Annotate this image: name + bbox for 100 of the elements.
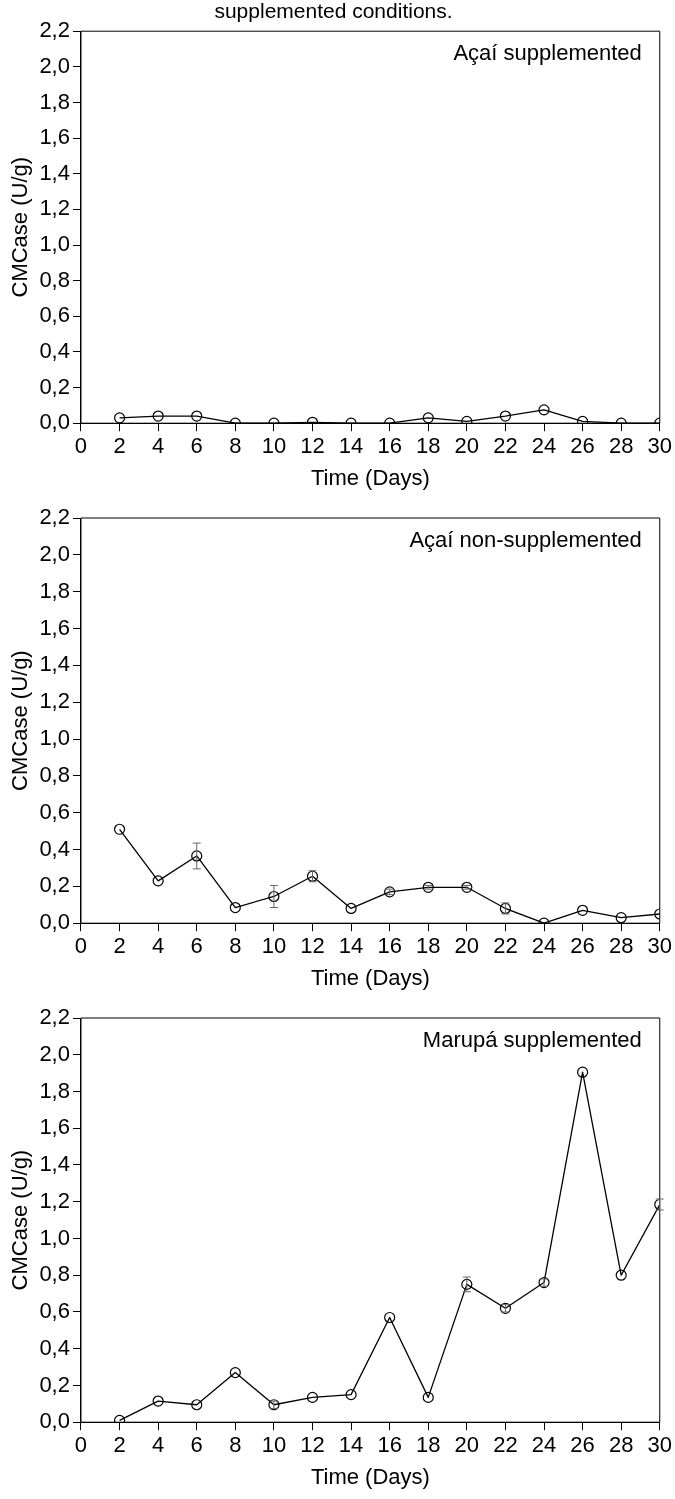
x-tick-label: 14 xyxy=(338,433,364,459)
point xyxy=(306,1391,319,1403)
point xyxy=(615,912,627,924)
y-tick-label: 2,2 xyxy=(39,504,70,530)
y-tick-label: 1,8 xyxy=(39,88,70,114)
x-tick-label: 6 xyxy=(190,433,203,459)
point xyxy=(345,902,357,915)
y-tick-label: 1,4 xyxy=(39,159,70,185)
y-tick-label: 1,6 xyxy=(39,614,70,640)
x-tick-label: 14 xyxy=(338,933,364,959)
x-tick-label: 16 xyxy=(377,433,402,459)
x-tick-label: 0 xyxy=(74,933,88,959)
x-tick-label: 12 xyxy=(300,433,325,459)
x-tick-label: 4 xyxy=(152,933,165,959)
x-axis-title: Time (Days) xyxy=(310,1463,430,1489)
x-tick-label: 6 xyxy=(190,1432,203,1458)
x-tick-label: 10 xyxy=(261,433,287,459)
point xyxy=(191,1399,203,1411)
y-tick-label: 1,4 xyxy=(39,651,70,677)
x-tick-label: 4 xyxy=(152,433,165,459)
y-tick-label: 0,4 xyxy=(39,337,70,363)
y-axis-title: CMCase (U/g) xyxy=(7,650,33,791)
y-axis-title: CMCase (U/g) xyxy=(7,1149,33,1291)
x-tick-label: 24 xyxy=(531,933,557,959)
x-tick-label: 18 xyxy=(416,933,441,959)
annotation: Açaí supplemented xyxy=(453,40,642,66)
point xyxy=(384,1311,396,1324)
y-tick-label: 1,6 xyxy=(39,1114,70,1140)
y-tick-label: 0,8 xyxy=(39,1261,70,1287)
x-tick-label: 28 xyxy=(608,433,634,459)
y-tick-label: 1,4 xyxy=(39,1151,70,1177)
x-tick-label: 2 xyxy=(113,433,126,459)
point xyxy=(345,1389,357,1401)
x-tick-label: 0 xyxy=(74,433,88,459)
y-tick-label: 0,0 xyxy=(39,409,70,435)
x-tick-label: 20 xyxy=(454,433,480,459)
x-tick-label: 2 xyxy=(113,1432,126,1458)
x-tick-label: 20 xyxy=(454,933,480,959)
x-axis-title: Time (Days) xyxy=(310,964,430,990)
x-tick-label: 4 xyxy=(152,1432,165,1458)
point xyxy=(152,875,164,887)
x-tick-label: 0 xyxy=(74,1432,88,1458)
y-tick-label: 0,6 xyxy=(39,1298,70,1324)
x-tick-label: 8 xyxy=(229,1432,242,1458)
annotation: Marupá supplemented xyxy=(422,1027,642,1053)
x-tick-label: 18 xyxy=(416,1432,441,1458)
x-tick-label: 30 xyxy=(647,933,673,959)
point xyxy=(615,1269,627,1281)
y-tick-label: 1,2 xyxy=(39,195,70,221)
point xyxy=(229,901,241,914)
y-tick-label: 1,6 xyxy=(39,124,70,150)
x-tick-label: 24 xyxy=(531,1432,557,1458)
y-tick-label: 0,6 xyxy=(39,798,70,824)
y-tick-label: 0,8 xyxy=(39,266,70,292)
y-tick-label: 0,0 xyxy=(39,909,70,935)
y-tick-label: 1,8 xyxy=(39,577,70,603)
x-tick-label: 22 xyxy=(493,433,518,459)
x-tick-label: 8 xyxy=(229,433,242,459)
x-tick-label: 8 xyxy=(229,933,242,959)
annotation: Açaí non-supplemented xyxy=(409,527,642,553)
x-tick-label: 26 xyxy=(570,1432,595,1458)
x-tick-label: 10 xyxy=(261,1432,287,1458)
point xyxy=(113,823,126,835)
y-tick-label: 2,2 xyxy=(39,17,70,43)
y-tick-label: 1,0 xyxy=(39,725,70,751)
x-tick-label: 30 xyxy=(647,1432,673,1458)
y-tick-label: 1,0 xyxy=(39,1224,70,1250)
point xyxy=(422,1391,434,1403)
x-tick-label: 22 xyxy=(493,933,518,959)
y-tick-label: 0,0 xyxy=(39,1408,70,1434)
x-tick-label: 6 xyxy=(190,933,203,959)
x-tick-label: 30 xyxy=(647,433,673,459)
y-tick-label: 2,0 xyxy=(39,1040,70,1066)
x-tick-label: 2 xyxy=(113,933,126,959)
x-tick-label: 26 xyxy=(570,933,595,959)
x-tick-label: 16 xyxy=(377,1432,402,1458)
y-tick-label: 2,2 xyxy=(39,1004,70,1030)
y-tick-label: 1,2 xyxy=(39,1187,70,1213)
x-tick-label: 12 xyxy=(300,933,325,959)
x-tick-label: 14 xyxy=(338,1432,364,1458)
y-axis-title: CMCase (U/g) xyxy=(7,156,33,298)
x-tick-label: 20 xyxy=(454,1432,480,1458)
chart-title: supplemented conditions. xyxy=(214,0,453,23)
y-tick-label: 0,2 xyxy=(39,1371,70,1397)
point xyxy=(191,850,203,862)
x-tick-label: 18 xyxy=(416,433,441,459)
point xyxy=(576,1066,589,1078)
x-tick-label: 22 xyxy=(493,1432,518,1458)
y-tick-label: 1,2 xyxy=(39,688,70,714)
point xyxy=(229,1366,241,1379)
x-axis-title: Time (Days) xyxy=(310,464,430,490)
x-tick-label: 28 xyxy=(608,1432,634,1458)
y-tick-label: 0,6 xyxy=(39,302,70,328)
y-tick-label: 0,2 xyxy=(39,373,70,399)
point xyxy=(576,904,589,916)
y-tick-label: 2,0 xyxy=(39,52,70,78)
y-tick-label: 0,2 xyxy=(39,872,70,898)
x-tick-label: 16 xyxy=(377,933,402,959)
y-tick-label: 0,4 xyxy=(39,835,70,861)
x-tick-label: 12 xyxy=(300,1432,325,1458)
